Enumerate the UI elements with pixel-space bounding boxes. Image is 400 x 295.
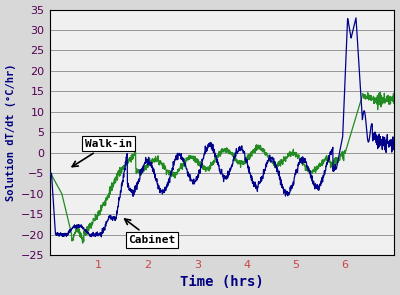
Y-axis label: Solution dT/dt (°C/hr): Solution dT/dt (°C/hr) [6, 63, 16, 201]
X-axis label: Time (hrs): Time (hrs) [180, 276, 264, 289]
Text: Cabinet: Cabinet [125, 219, 176, 245]
Text: Walk-in: Walk-in [72, 139, 132, 167]
